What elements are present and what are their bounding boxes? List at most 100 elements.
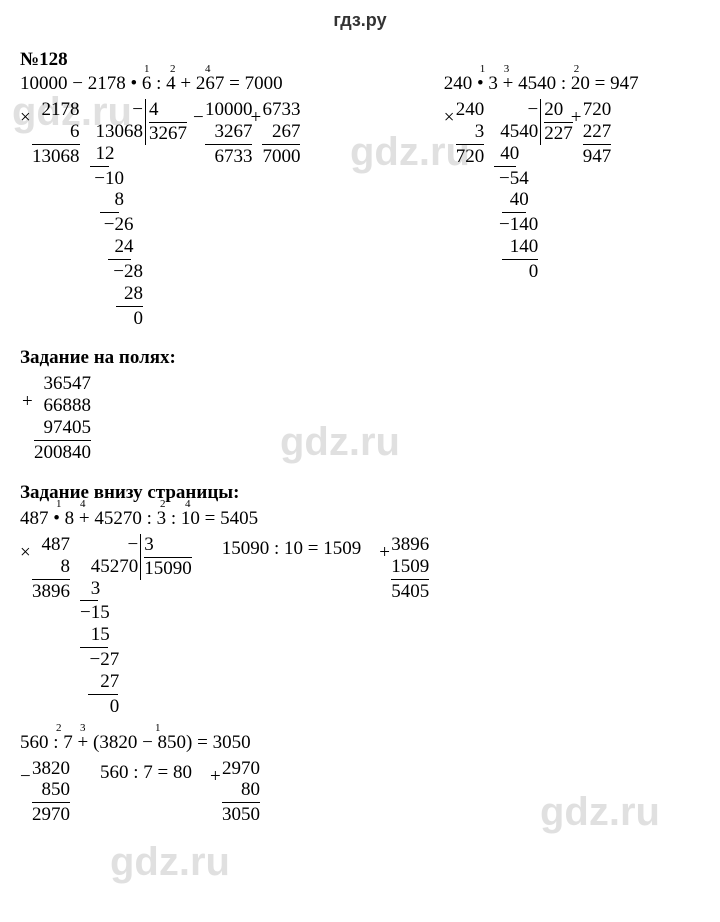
calc-line: −15 [80,602,138,624]
calc-line: 3 [456,121,485,143]
calc-line: 13068 [90,121,143,143]
calc-line: 2970 [32,804,70,826]
expression-A: 1 4 2 4 487 • 8 + 45270 : 3 : 10 = 5405 [20,508,700,530]
exprA-text: 487 • 8 + 45270 : 3 : 10 = 5405 [20,508,258,529]
calc-line: 720 [583,99,612,121]
bottom-task-title: Задание внизу страницы: [20,482,700,504]
times-icon: × [20,107,31,129]
calc-line: 45270 [80,556,138,578]
calc-line: 487 [32,534,70,556]
calc-line: −10 [90,168,143,190]
calc-line: 13068 [32,146,80,168]
task-number: №128 [20,49,700,71]
div-560-7: 560 : 7 = 80 [100,758,192,784]
mult-2178x6: × 2178 6 13068 [32,99,80,168]
calc-line: 227 [544,122,573,145]
calc-line: 40 [494,189,538,211]
longdiv-45270-3: − 45270 3 −15 15 −27 27 0 3 15090 [80,534,192,718]
calc-line: 6733 [262,99,300,121]
calc-line: 3267 [149,122,187,145]
sub-3820-850: − 3820 850 2970 [32,758,70,827]
calc-line: −28 [90,261,143,283]
content: №128 1 2 4 10000 − 2178 • 6 : 4 + 267 = … [0,31,720,826]
expression-2: 1 3 2 240 • 3 + 4540 : 20 = 947 [444,73,700,95]
calc-line: 20 [544,99,573,121]
calc-line: 0 [80,696,138,718]
calc-line: 97405 [34,417,91,439]
times-icon: × [20,542,31,564]
longdiv-13068-4: − 13068 12 −10 8 −26 24 −28 28 [90,99,187,329]
calc-line: −27 [80,649,138,671]
mult-240x3: × 240 3 720 [456,99,485,168]
calc-line: −140 [494,214,538,236]
calc-line: −54 [494,168,538,190]
minus-icon: − [528,99,539,120]
calc-line: 3896 [391,534,429,556]
exprB-text: 560 : 7 + (3820 − 850) = 3050 [20,732,251,753]
calc-line: 15 [80,624,138,646]
longdiv-4540-20: − 4540 40 −54 40 −140 140 0 [494,99,572,283]
order-sup: 2 [56,722,62,734]
calc-line: 5405 [391,581,429,603]
calc-line: 267 [262,121,300,143]
times-icon: × [444,107,455,129]
order-sup: 1 [480,63,486,75]
calc-line: 0 [90,308,143,330]
expr2-text: 240 • 3 + 4540 : 20 = 947 [444,73,639,94]
order-sup: 4 [80,498,86,510]
calc-line: 3050 [222,804,260,826]
add-3896+1509: + 3896 1509 5405 [391,534,429,603]
calc-line: 227 [583,121,612,143]
calc-line: 947 [583,146,612,168]
mult-487x8: × 487 8 3896 [32,534,70,603]
calc-line: 3896 [32,581,70,603]
calc-line: 8 [90,189,143,211]
expression-1: 1 2 4 10000 − 2178 • 6 : 4 + 267 = 7000 [20,73,444,95]
add-720+227: + 720 227 947 [583,99,612,168]
margin-task-title: Задание на полях: [20,347,700,369]
plus-icon: + [379,542,390,564]
calc-line: 2178 [32,99,80,121]
order-sup: 2 [160,498,166,510]
expression-B: 2 3 1 560 : 7 + (3820 − 850) = 3050 [20,732,700,754]
calc-line: 4 [149,99,187,121]
calc-line: 12 [90,143,143,165]
minus-icon: − [20,766,31,788]
order-sup: 1 [56,498,62,510]
calc-line: 24 [90,236,143,258]
expressions-row: 1 2 4 10000 − 2178 • 6 : 4 + 267 = 7000 … [20,71,700,329]
calc-line: 28 [90,283,143,305]
calc-line: 8 [32,556,70,578]
add-2970+80: + 2970 80 3050 [222,758,260,827]
order-sup: 4 [185,498,191,510]
calc-line: 40 [494,143,538,165]
plus-icon: + [210,766,221,788]
calc-line: 15090 [144,557,192,580]
page-header: гдз.ру [0,0,720,31]
calc-line: 66888 [34,395,91,417]
calc-line: 200840 [34,442,91,464]
order-sup: 1 [144,63,150,75]
order-sup: 4 [205,63,211,75]
order-sup: 1 [155,722,161,734]
calc-line: 4540 [494,121,538,143]
calc-line: 1509 [391,556,429,578]
minus-icon: − [132,99,143,120]
order-sup: 2 [574,63,580,75]
calc-line: 6733 [205,146,253,168]
expr1-text: 10000 − 2178 • 6 : 4 + 267 = 7000 [20,73,283,94]
calc-line: 10000 [205,99,253,121]
calc-line: 36547 [34,373,91,395]
div-15090-10: 15090 : 10 = 1509 [222,534,362,560]
calc-line: −26 [90,214,143,236]
margin-addition: + 36547 66888 97405 200840 [34,373,91,463]
order-sup: 2 [170,63,176,75]
calc-line: 6 [32,121,80,143]
calc-line: 80 [222,779,260,801]
calc-line: 3267 [205,121,253,143]
order-sup: 3 [80,722,86,734]
calc-line: 850 [32,779,70,801]
calc-line: 3820 [32,758,70,780]
calc-line: 2970 [222,758,260,780]
calc-line: 3 [80,578,138,600]
